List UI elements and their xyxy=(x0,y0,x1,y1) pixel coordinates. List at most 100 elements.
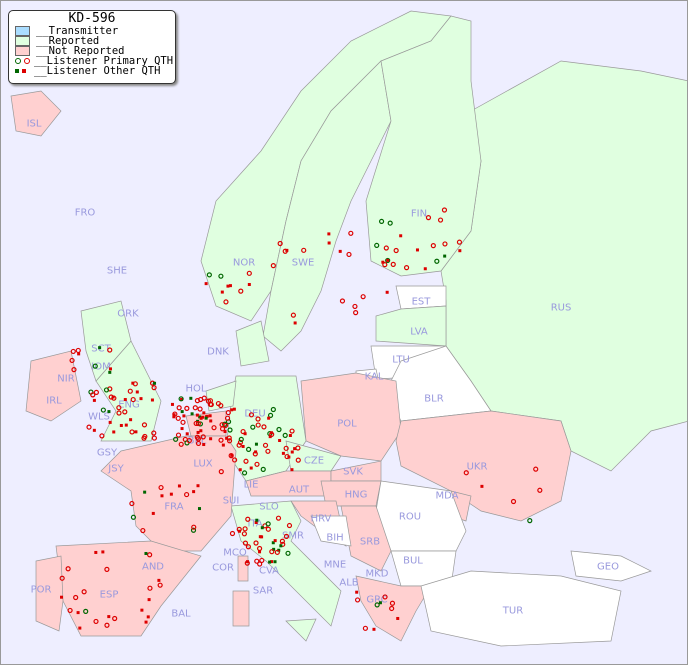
listener-primary-marker xyxy=(191,524,197,530)
country-label-slo: SLO xyxy=(259,501,279,513)
country-label-ukr: UKR xyxy=(466,461,488,473)
listener-other-marker xyxy=(249,466,253,470)
listener-primary-marker xyxy=(236,442,242,448)
listener-primary-marker xyxy=(103,387,110,393)
country-label-jsy: JSY xyxy=(108,463,124,475)
listener-primary-marker xyxy=(130,514,137,520)
listener-primary-marker xyxy=(527,518,533,524)
listener-primary-marker xyxy=(243,458,249,464)
listener-other-marker xyxy=(107,410,111,414)
listener-other-marker xyxy=(199,416,203,420)
listener-primary-marker xyxy=(175,432,182,438)
listener-other-marker xyxy=(254,521,258,525)
listener-other-marker xyxy=(151,511,155,515)
listener-primary-marker xyxy=(83,608,89,614)
country-label-deu: DEU xyxy=(244,408,266,420)
listener-other-marker xyxy=(270,560,274,564)
listener-primary-marker xyxy=(141,422,148,428)
listener-other-marker xyxy=(204,416,208,420)
listener-other-marker xyxy=(443,254,447,258)
listener-other-marker xyxy=(279,544,283,548)
transmitter-swatch xyxy=(15,26,30,36)
listener-primary-marker xyxy=(100,407,106,413)
listener-other-marker xyxy=(144,551,148,555)
listener-other-marker xyxy=(399,234,403,238)
country-label-sar: SAR xyxy=(252,585,274,597)
listener-other-marker xyxy=(258,550,262,554)
listener-primary-marker xyxy=(218,402,224,409)
country-label-aut: AUT xyxy=(288,484,310,496)
listener-other-marker xyxy=(77,352,81,356)
listener-other-marker xyxy=(108,420,112,424)
country-label-alb: ALB xyxy=(339,577,359,589)
listener-primary-marker xyxy=(178,441,184,447)
country-label-wls: WLS xyxy=(88,411,110,423)
listener-other-marker xyxy=(195,413,199,417)
listener-primary-marker xyxy=(175,415,181,421)
listener-other-marker xyxy=(290,450,294,454)
country-geo xyxy=(570,550,652,582)
listener-other-marker xyxy=(147,598,151,602)
listener-primary-marker xyxy=(390,261,396,267)
listener-other-marker xyxy=(288,434,292,438)
country-label-irl: IRL xyxy=(46,395,62,407)
legend-label: __Listener Other QTH xyxy=(34,65,161,77)
listener-primary-marker xyxy=(151,435,157,441)
country-irl xyxy=(25,350,82,422)
listener-other-marker xyxy=(228,284,232,288)
listener-primary-marker xyxy=(90,392,96,398)
listener-primary-marker xyxy=(69,357,75,364)
listener-primary-marker xyxy=(267,412,274,418)
legend-reported: __Reported xyxy=(9,36,175,46)
listener-primary-marker xyxy=(92,363,98,369)
circle-marker-icon xyxy=(15,58,30,64)
listener-primary-marker xyxy=(389,605,395,612)
listener-other-marker xyxy=(170,402,174,406)
listener-other-marker xyxy=(423,267,427,271)
listener-primary-marker xyxy=(265,448,271,454)
legend-transmitter: __Transmitter xyxy=(9,26,175,36)
listener-other-marker xyxy=(381,260,385,264)
listener-other-marker xyxy=(267,416,271,420)
listener-other-marker xyxy=(226,284,230,288)
listener-primary-marker xyxy=(245,544,251,550)
country-label-lva: LVA xyxy=(410,326,428,338)
listener-other-marker xyxy=(396,616,400,620)
listener-primary-marker xyxy=(190,527,197,533)
listener-primary-marker xyxy=(200,434,206,440)
country-sar xyxy=(232,590,250,627)
listener-other-marker xyxy=(458,249,462,253)
listener-primary-marker xyxy=(280,541,286,547)
country-label-por: POR xyxy=(30,584,52,596)
listener-primary-marker xyxy=(59,575,65,581)
listener-primary-marker xyxy=(352,303,358,310)
listener-primary-marker xyxy=(276,426,282,433)
listener-other-marker xyxy=(201,415,205,419)
listener-primary-marker xyxy=(254,461,260,467)
country-label-est: EST xyxy=(411,296,431,308)
listener-other-marker xyxy=(273,560,277,564)
listener-primary-marker xyxy=(430,243,436,249)
listener-primary-marker xyxy=(274,549,280,555)
country-label-she: SHE xyxy=(106,265,128,277)
listener-other-marker xyxy=(208,414,212,418)
listener-primary-marker xyxy=(240,428,246,435)
listener-primary-marker xyxy=(353,310,359,316)
listener-other-marker xyxy=(247,282,251,286)
country-label-smr: SMR xyxy=(282,530,304,542)
country-label-bul: BUL xyxy=(403,555,423,567)
country-label-cor: COR xyxy=(212,562,234,574)
listener-other-marker xyxy=(241,444,245,448)
listener-primary-marker xyxy=(260,466,266,472)
listener-other-marker xyxy=(338,249,342,253)
listener-other-marker xyxy=(182,414,186,418)
listener-primary-marker xyxy=(282,432,288,438)
country-label-ltu: LTU xyxy=(392,354,410,366)
listener-primary-marker xyxy=(93,618,99,625)
listener-primary-marker xyxy=(441,207,448,213)
listener-primary-marker xyxy=(238,436,244,442)
listener-primary-marker xyxy=(129,500,135,507)
listener-primary-marker xyxy=(193,420,199,427)
